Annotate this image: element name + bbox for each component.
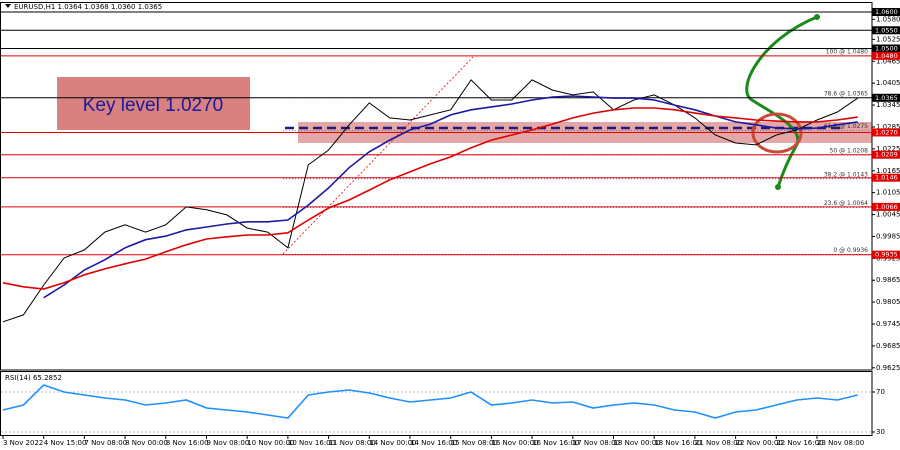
- level-tag-label: 1.0209: [875, 151, 898, 159]
- level-tag-label: 1.0066: [875, 203, 898, 211]
- level-tag-label: 1.0600: [875, 8, 898, 16]
- level-tag: [872, 44, 900, 53]
- level-tag-label: 1.0550: [875, 26, 898, 34]
- level-tag-label: 1.0500: [875, 45, 898, 53]
- projection-dot: [775, 184, 781, 190]
- y-tick-label: 1.0405: [876, 79, 900, 87]
- y-tick-label: 30: [876, 428, 885, 436]
- level-tag: [872, 26, 900, 35]
- y-tick-label: 1.0105: [876, 189, 900, 197]
- rsi-frame: [0, 371, 873, 436]
- fib-label: 50 @ 1.0208: [830, 148, 869, 155]
- last-price-tag: [872, 93, 900, 102]
- x-tick-label: 8 Nov 00:00: [125, 439, 168, 447]
- x-tick-label: 16 Nov 16:00: [532, 439, 579, 447]
- x-tick-label: 18 Nov 00:00: [614, 439, 661, 447]
- projection-dot: [814, 14, 820, 20]
- level-tag: [872, 250, 900, 259]
- fib-trend-line: [282, 56, 474, 255]
- x-tick-label: 22 Nov 16:00: [776, 439, 823, 447]
- x-tick-label: 3 Nov 2022: [3, 439, 43, 447]
- y-tick-label: 0.9685: [876, 342, 900, 350]
- y-tick-label: 1.0465: [876, 57, 900, 65]
- y-tick-label: 1.0580: [876, 15, 900, 23]
- x-tick-label: 23 Nov 08:00: [817, 439, 864, 447]
- y-tick-label: 0.9745: [876, 320, 900, 328]
- x-tick-label: 7 Nov 08:00: [84, 439, 127, 447]
- x-tick-label: 16 Nov 00:00: [491, 439, 538, 447]
- x-tick-label: 18 Nov 16:00: [654, 439, 701, 447]
- x-tick-label: 15 Nov 08:00: [451, 439, 498, 447]
- header-icon: [5, 4, 11, 8]
- fib-label: 78.6 @ 1.0365: [824, 90, 868, 97]
- series-line: [2, 107, 858, 290]
- y-tick-label: 1.0525: [876, 35, 900, 43]
- y-tick-label: 0.9985: [876, 232, 900, 240]
- y-tick-label: 1.0285: [876, 123, 900, 131]
- x-tick-label: 10 Nov 00:00: [247, 439, 294, 447]
- level-tag: [872, 202, 900, 211]
- fib-label: 100 @ 1.0480: [826, 48, 868, 55]
- x-tick-label: 22 Nov 00:00: [736, 439, 783, 447]
- annotation-box: [57, 77, 250, 130]
- annotation: Key level 1.0270: [83, 95, 224, 116]
- level-tag-label: 0.9935: [875, 251, 898, 259]
- level-tag-label: 1.0480: [875, 52, 898, 60]
- fib-label: 0 @ 0.9936: [833, 247, 868, 254]
- rsi-title: RSI(14) 65.2852: [5, 374, 62, 382]
- x-tick-label: 17 Nov 08:00: [573, 439, 620, 447]
- x-tick-label: 9 Nov 08:00: [207, 439, 250, 447]
- chart-title: EURUSD,H1 1.0364 1.0368 1.0360 1.0365: [14, 3, 162, 11]
- y-tick-label: 1.0165: [876, 167, 900, 175]
- x-tick-label: 10 Nov 16:00: [288, 439, 335, 447]
- y-tick-label: 1.0225: [876, 145, 900, 153]
- x-tick-label: 14 Nov 16:00: [410, 439, 457, 447]
- y-tick-label: 0.9805: [876, 298, 900, 306]
- level-tag: [872, 51, 900, 60]
- y-tick-label: 70: [876, 388, 885, 396]
- level-tag: [872, 150, 900, 159]
- level-tag: [872, 8, 900, 17]
- price-frame: [0, 2, 873, 371]
- y-tick-label: 1.0045: [876, 211, 900, 219]
- level-tag: [872, 128, 900, 137]
- y-tick-label: 0.9865: [876, 276, 900, 284]
- fib-label: 61.8 @ 1.0275: [824, 123, 868, 130]
- series-line: [2, 79, 858, 323]
- level-tag-label: 1.0146: [875, 174, 898, 182]
- series-line: [43, 95, 858, 299]
- x-tick-label: 14 Nov 00:00: [369, 439, 416, 447]
- x-tick-label: 11 Nov 08:00: [329, 439, 376, 447]
- y-tick-label: 0.9625: [876, 364, 900, 372]
- x-tick-label: 21 Nov 08:00: [695, 439, 742, 447]
- fib-label: 23.6 @ 1.0064: [824, 200, 868, 207]
- level-tag: [872, 173, 900, 182]
- highlight-circle: [751, 112, 803, 154]
- level-tag-label: 1.0270: [875, 128, 898, 136]
- series-line: [2, 384, 858, 419]
- fib-label: 38.2 @ 1.0143: [824, 171, 868, 178]
- y-tick-label: 1.0345: [876, 101, 900, 109]
- x-tick-label: 8 Nov 16:00: [166, 439, 209, 447]
- x-tick-label: 4 Nov 15:00: [44, 439, 87, 447]
- last-price-tag-label: 1.0365: [875, 94, 898, 102]
